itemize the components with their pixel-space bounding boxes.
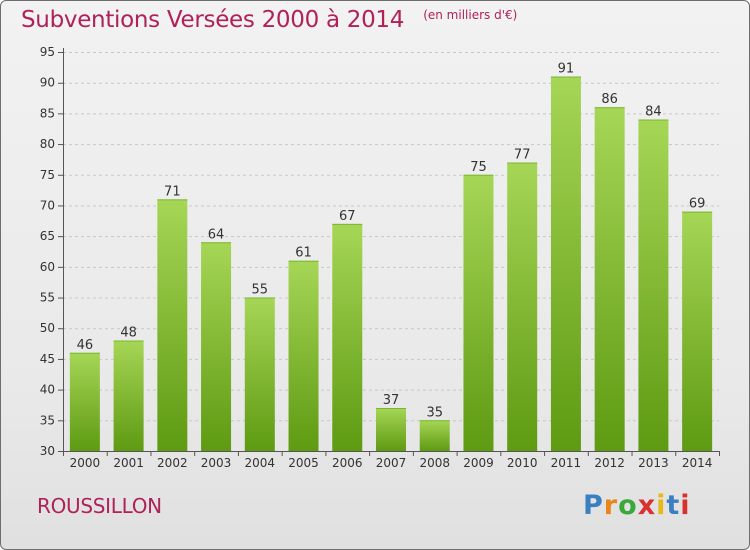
y-tick-label: 95 [40, 45, 55, 59]
bar-2014 [682, 211, 713, 451]
logo-letter: P [583, 490, 604, 521]
y-tick-label: 30 [40, 444, 55, 458]
bar-2012 [594, 107, 625, 451]
x-tick-label-2002: 2002 [157, 456, 188, 470]
bar-2013 [638, 119, 669, 452]
y-tick-label: 40 [40, 383, 55, 397]
value-label-2013: 84 [645, 105, 662, 120]
bar-2010 [507, 162, 538, 451]
x-tick-label-2011: 2011 [551, 456, 582, 470]
x-tick-label-2001: 2001 [113, 456, 144, 470]
bar-2011 [550, 76, 581, 452]
value-label-2010: 77 [514, 147, 531, 162]
x-tick-label-2012: 2012 [594, 456, 625, 470]
bar-2003 [201, 242, 232, 451]
y-tick-label: 50 [40, 321, 55, 335]
logo-letter: i [680, 490, 691, 521]
bar-2002 [157, 199, 188, 451]
value-label-2003: 64 [208, 227, 225, 242]
proxiti-logo: Proxiti [583, 490, 691, 521]
bar-2006 [332, 223, 363, 451]
logo-letter: x [637, 490, 657, 521]
value-label-2000: 46 [77, 338, 94, 353]
value-label-2008: 35 [426, 405, 443, 420]
y-tick-label: 85 [40, 106, 55, 120]
value-label-2009: 75 [470, 160, 487, 175]
bar-2008 [419, 420, 450, 451]
bar-2000 [69, 352, 100, 451]
commune-name: ROUSSILLON [37, 494, 162, 518]
y-tick-label: 60 [40, 260, 55, 274]
x-tick-label-2003: 2003 [201, 456, 232, 470]
value-label-2005: 61 [295, 246, 312, 261]
x-tick-label-2004: 2004 [245, 456, 276, 470]
value-label-2002: 71 [164, 184, 181, 199]
x-tick-label-2013: 2013 [638, 456, 669, 470]
value-label-2006: 67 [339, 209, 356, 224]
value-label-2012: 86 [601, 92, 618, 107]
x-tick-label-2006: 2006 [332, 456, 363, 470]
chart-title: Subventions Versées 2000 à 2014 [21, 7, 405, 33]
logo-letter: t [666, 490, 681, 521]
bar-2001 [113, 340, 144, 451]
value-label-2007: 37 [383, 393, 400, 408]
value-label-2011: 91 [558, 62, 575, 77]
x-tick-label-2014: 2014 [682, 456, 713, 470]
y-tick-label: 80 [40, 137, 55, 151]
labels: 2000 46 2001 48 2002 71 2003 64 2004 55 2005 61 2006… [70, 62, 713, 470]
value-label-2001: 48 [120, 326, 137, 341]
value-label-2004: 55 [252, 283, 269, 298]
y-tick-label: 55 [40, 291, 55, 305]
title-row: Subventions Versées 2000 à 2014 (en mill… [21, 7, 517, 33]
bars [69, 76, 713, 452]
bar-2009 [463, 174, 494, 451]
x-tick-label-2000: 2000 [70, 456, 101, 470]
x-tick-label-2010: 2010 [507, 456, 538, 470]
x-tick-label-2008: 2008 [419, 456, 450, 470]
x-tick-label-2009: 2009 [463, 456, 494, 470]
unit-note: (en milliers d'€) [423, 8, 518, 22]
logo-letter: o [618, 490, 638, 521]
y-tick-label: 90 [40, 76, 55, 90]
y-tick-label: 70 [40, 198, 55, 212]
logo-letter: r [603, 490, 619, 521]
y-tick-label: 35 [40, 413, 55, 427]
y-tick-label: 45 [40, 352, 55, 366]
bar-2005 [288, 260, 319, 451]
y-tick-label: 65 [40, 229, 55, 243]
x-tick-label-2007: 2007 [376, 456, 407, 470]
x-tick-label-2005: 2005 [288, 456, 319, 470]
axes: 30 35 40 45 50 55 60 65 70 75 80 85 90 95 [40, 45, 720, 458]
value-label-2014: 69 [689, 197, 706, 212]
y-tick-label: 75 [40, 168, 55, 182]
logo-letter: i [656, 490, 667, 521]
bar-2004 [244, 297, 275, 451]
bar-2007 [376, 408, 406, 451]
